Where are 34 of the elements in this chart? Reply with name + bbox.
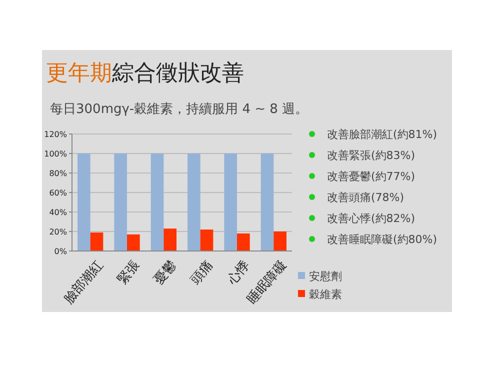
text: 改善頭痛(78%): [327, 190, 404, 204]
text: 改善臉部潮紅(約81%): [327, 128, 438, 141]
bar: [260, 154, 274, 251]
bar: [78, 154, 90, 251]
bar: [224, 154, 237, 251]
text: 改善心悸(約82%): [327, 212, 416, 225]
bar: [188, 154, 200, 251]
text: 改善睡眠障礙(約80%): [327, 232, 438, 246]
bar: [114, 154, 127, 251]
y-tick-label: 100%: [44, 149, 68, 158]
bar: [150, 154, 164, 251]
x-tick-label: 心悸: [223, 257, 254, 288]
bar: [127, 234, 140, 251]
legend-label: 穀維素: [309, 288, 342, 301]
y-tick-label: 60%: [49, 188, 68, 198]
y-tick-label: 40%: [49, 208, 68, 217]
y-tick-label: 120%: [44, 130, 68, 139]
x-tick-label: 緊張: [114, 258, 144, 288]
y-tick-label: 80%: [49, 168, 68, 178]
text: 改善憂鬱(約77%): [327, 170, 416, 183]
y-tick-label: 0%: [54, 246, 68, 256]
x-tick-label: 臉部潮紅: [61, 258, 106, 308]
chart-subtitle: 每日300mgγ-穀維素，持續服用 4 ~ 8 週。: [50, 102, 308, 117]
bar: [200, 230, 214, 251]
x-tick-label: 頭痛: [188, 258, 216, 288]
y-tick-label: 20%: [49, 227, 68, 236]
bar: [90, 232, 104, 251]
legend-label: 安慰劑: [309, 270, 342, 283]
bar: [164, 228, 176, 251]
bar: [274, 232, 286, 251]
bar: [237, 233, 250, 251]
text: 改善緊張(約83%): [327, 148, 416, 162]
chart-title: 更年期綜合徵狀改善: [46, 61, 244, 86]
x-tick-label: 憂鬱: [152, 258, 180, 288]
